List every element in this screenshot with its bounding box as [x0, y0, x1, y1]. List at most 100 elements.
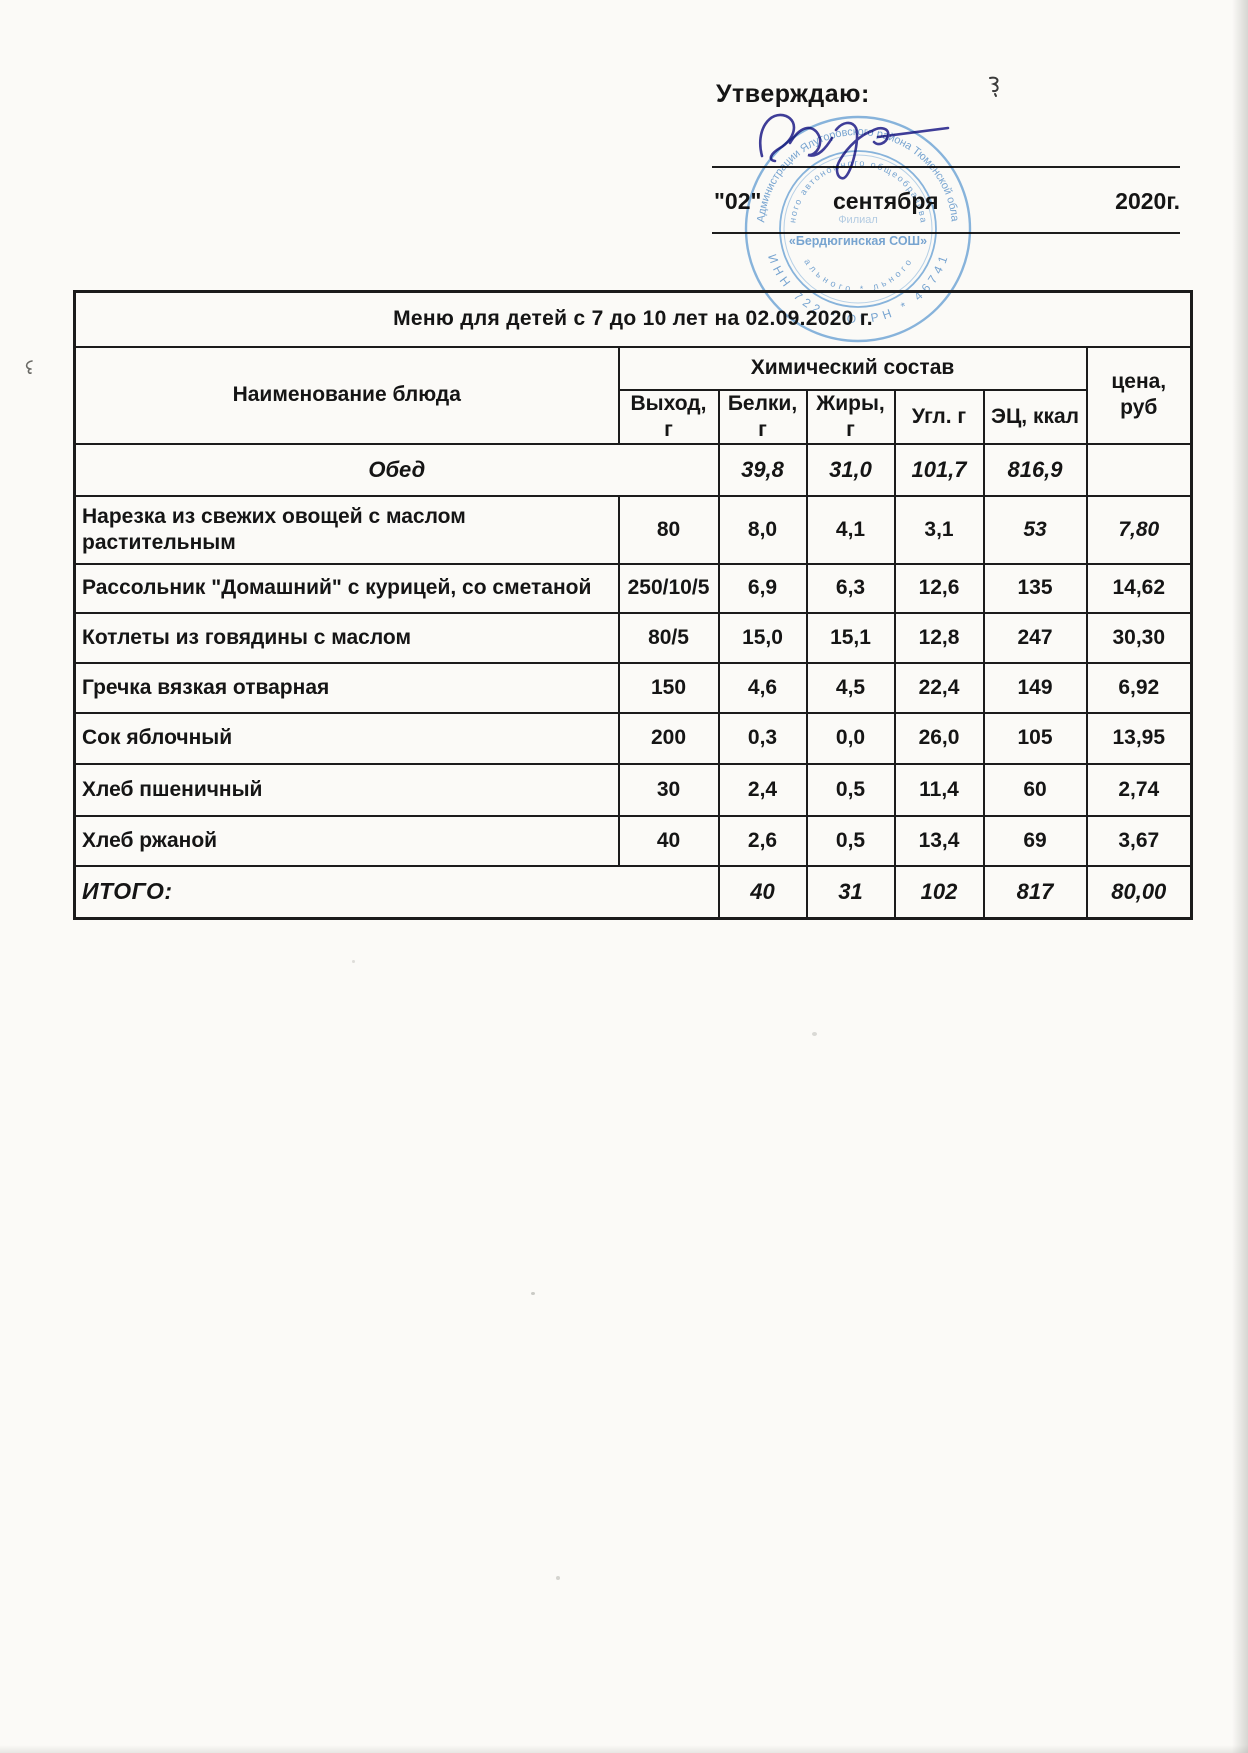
dish-price: 14,62: [1085, 563, 1193, 614]
dish-carbs: 22,4: [893, 662, 985, 714]
dish-carbs: 12,8: [893, 612, 985, 664]
dish-proteins: 0,3: [717, 712, 808, 765]
dish-carbs: 12,6: [893, 563, 985, 614]
header-dish-name: Наименование блюда: [73, 345, 620, 445]
header-fats-g: Жиры, г: [805, 388, 896, 445]
dish-fats: 4,5: [805, 662, 896, 714]
total-energy: 817: [982, 865, 1088, 919]
scan-edge-shadow-right: [1232, 0, 1248, 1753]
signature-line: [712, 166, 1180, 168]
header-output-g: Выход, г: [617, 388, 720, 445]
dish-energy: 53: [982, 495, 1088, 565]
dish-name: Рассольник "Домашний" с курицей, со смет…: [73, 563, 620, 614]
dish-carbs: 3,1: [893, 495, 985, 565]
dish-output: 80/5: [617, 612, 720, 664]
table-title: Меню для детей с 7 до 10 лет на 02.09.20…: [73, 290, 1193, 348]
dish-name: Гречка вязкая отварная: [73, 662, 620, 714]
dish-fats: 0,0: [805, 712, 896, 765]
dish-name: Хлеб ржаной: [73, 815, 620, 867]
dish-fats: 0,5: [805, 815, 896, 867]
dish-energy: 247: [982, 612, 1088, 664]
dish-name: Нарезка из свежих овощей с маслом растит…: [73, 495, 620, 565]
header-carbs-g: Угл. г: [893, 388, 985, 445]
table-row: Хлеб ржаной 40 2,6 0,5 13,4 69 3,67: [73, 815, 1193, 867]
approval-date-day: "02": [714, 188, 762, 214]
scan-artifact-mark: [25, 360, 33, 374]
section-carbs: 101,7: [893, 443, 985, 497]
dish-energy: 149: [982, 662, 1088, 714]
table-row: Гречка вязкая отварная 150 4,6 4,5 22,4 …: [73, 662, 1193, 714]
menu-table: Меню для детей с 7 до 10 лет на 02.09.20…: [73, 290, 1194, 920]
stamp-center-line2: «Бердюгинская СОШ»: [789, 234, 927, 248]
section-fats: 31,0: [805, 443, 896, 497]
dish-output: 150: [617, 662, 720, 714]
header-energy-kcal: ЭЦ, ккал: [982, 388, 1088, 445]
header-price: цена, руб: [1085, 345, 1193, 445]
dish-price: 6,92: [1085, 662, 1193, 714]
dish-carbs: 26,0: [893, 712, 985, 765]
header-chemical-composition: Химический состав: [617, 345, 1088, 391]
dish-proteins: 8,0: [717, 495, 808, 565]
dish-proteins: 15,0: [717, 612, 808, 664]
dish-price: 7,80: [1085, 495, 1193, 565]
total-label: ИТОГО:: [73, 865, 720, 919]
dish-proteins: 2,4: [717, 763, 808, 817]
scan-speck: [352, 960, 355, 963]
dish-fats: 6,3: [805, 563, 896, 614]
dish-proteins: 6,9: [717, 563, 808, 614]
dish-proteins: 4,6: [717, 662, 808, 714]
section-price: [1085, 443, 1193, 497]
dish-carbs: 11,4: [893, 763, 985, 817]
table-row-total: ИТОГО: 40 31 102 817 80,00: [73, 865, 1193, 919]
stamp-inner-ring-bottom-text: ального * льного: [802, 257, 913, 294]
table-row: Хлеб пшеничный 30 2,4 0,5 11,4 60 2,74: [73, 763, 1193, 817]
dish-output: 80: [617, 495, 720, 565]
dish-energy: 135: [982, 563, 1088, 614]
stamp-inner-circle: [779, 150, 937, 308]
table-row: Сок яблочный 200 0,3 0,0 26,0 105 13,95: [73, 712, 1193, 765]
approval-label: Утверждаю:: [716, 80, 870, 108]
section-name: Обед: [73, 443, 720, 497]
dish-fats: 15,1: [805, 612, 896, 664]
section-proteins: 39,8: [717, 443, 808, 497]
scan-speck: [812, 1032, 817, 1036]
dish-energy: 105: [982, 712, 1088, 765]
dish-fats: 0,5: [805, 763, 896, 817]
dish-proteins: 2,6: [717, 815, 808, 867]
table-row: Котлеты из говядины с маслом 80/5 15,0 1…: [73, 612, 1193, 664]
approval-date-month: сентября: [833, 188, 939, 214]
dish-name: Сок яблочный: [73, 712, 620, 765]
total-carbs: 102: [893, 865, 985, 919]
scan-speck: [556, 1576, 560, 1580]
scan-edge-shadow-bottom: [0, 1745, 1248, 1753]
dish-price: 30,30: [1085, 612, 1193, 664]
dish-price: 13,95: [1085, 712, 1193, 765]
stamp-center-line1: Филиал: [838, 214, 878, 226]
dish-output: 40: [617, 815, 720, 867]
scan-speck: [531, 1292, 535, 1295]
dish-output: 30: [617, 763, 720, 817]
total-price: 80,00: [1085, 865, 1193, 919]
scan-artifact-mark: [989, 76, 999, 97]
dish-carbs: 13,4: [893, 815, 985, 867]
dish-name: Котлеты из говядины с маслом: [73, 612, 620, 664]
dish-price: 2,74: [1085, 763, 1193, 817]
signature: [759, 113, 950, 180]
stamp-outer-ring-text: Администрации Ялуторовского района Тюмен…: [755, 126, 960, 223]
menu-table-container: Меню для детей с 7 до 10 лет на 02.09.20…: [73, 290, 1194, 920]
table-row: Рассольник "Домашний" с курицей, со смет…: [73, 563, 1193, 614]
svg-text:Администрации Ялуторовского ра: Администрации Ялуторовского района Тюмен…: [755, 126, 961, 223]
dish-name: Хлеб пшеничный: [73, 763, 620, 817]
dish-energy: 69: [982, 815, 1088, 867]
dish-price: 3,67: [1085, 815, 1193, 867]
section-energy: 816,9: [982, 443, 1088, 497]
dish-energy: 60: [982, 763, 1088, 817]
svg-text:ального * льного: ального * льного: [802, 257, 914, 294]
approval-date-year: 2020г.: [1115, 188, 1180, 214]
table-row-section-obed: Обед 39,8 31,0 101,7 816,9: [73, 443, 1193, 497]
date-line: [712, 232, 1180, 234]
header-proteins-g: Белки, г: [717, 388, 808, 445]
dish-output: 250/10/5: [617, 563, 720, 614]
table-row: Нарезка из свежих овощей с маслом растит…: [73, 495, 1193, 565]
